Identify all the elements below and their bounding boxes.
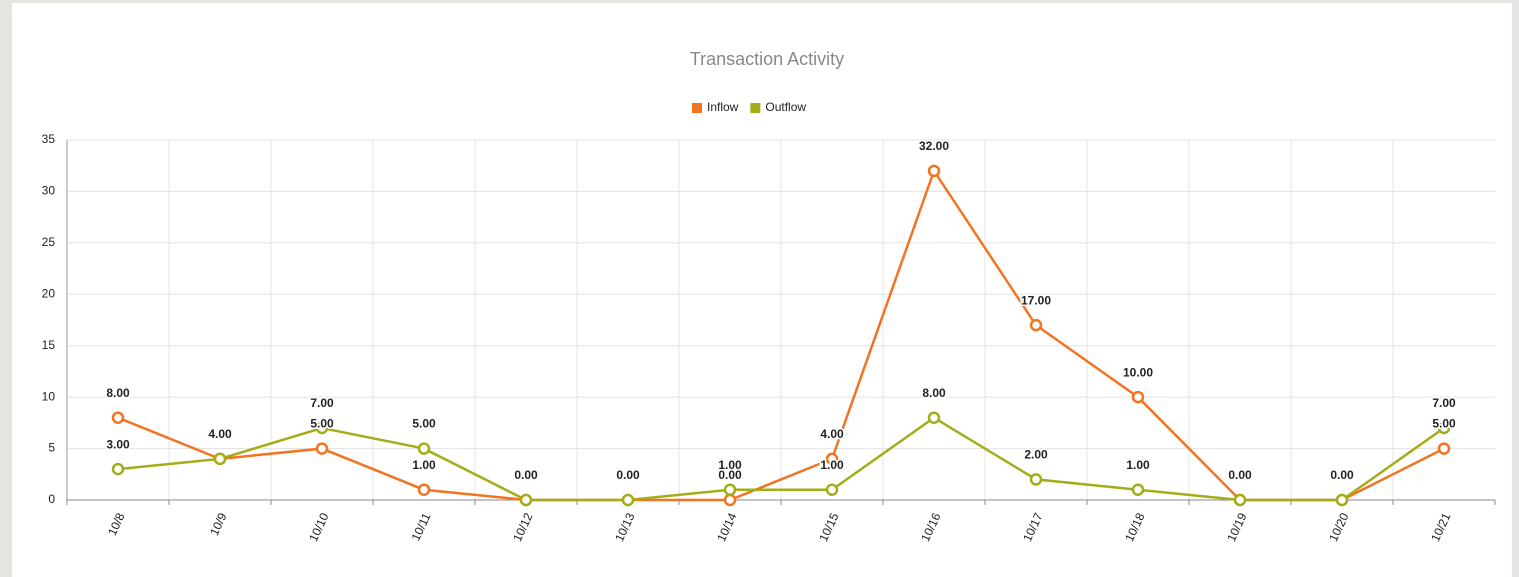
series-line xyxy=(117,416,1445,502)
y-tick-label: 30 xyxy=(42,184,56,198)
y-tick-label: 10 xyxy=(42,389,56,403)
data-point xyxy=(1437,421,1451,435)
data-label: 7.00 xyxy=(1432,396,1456,410)
legend-label: Inflow xyxy=(707,100,739,114)
data-point xyxy=(111,411,125,424)
data-label: 4.00 xyxy=(208,427,232,441)
data-point xyxy=(825,483,839,496)
data-point xyxy=(315,421,329,435)
data-point xyxy=(417,442,431,455)
legend-label: Outflow xyxy=(765,100,806,114)
y-tick-label: 5 xyxy=(48,441,55,455)
data-label: 0.00 xyxy=(616,468,640,482)
data-point xyxy=(1029,318,1043,332)
data-point xyxy=(621,493,635,507)
data-point xyxy=(1131,390,1145,404)
series-line xyxy=(117,168,1445,502)
data-label: 5.00 xyxy=(412,417,436,431)
data-label: 10.00 xyxy=(1123,365,1153,379)
data-label: 5.00 xyxy=(1432,417,1456,431)
data-label: 17.00 xyxy=(1021,293,1051,307)
data-point xyxy=(1335,493,1349,507)
data-label: 0.00 xyxy=(616,468,640,482)
data-label: 1.00 xyxy=(1126,458,1150,472)
data-label: 3.00 xyxy=(106,437,130,451)
data-point xyxy=(1131,483,1145,496)
legend-swatch xyxy=(750,103,761,113)
data-label: 4.00 xyxy=(208,427,232,441)
data-point xyxy=(1233,493,1247,507)
y-tick-label: 0 xyxy=(48,492,55,506)
data-point xyxy=(315,442,329,455)
data-point xyxy=(417,483,431,496)
data-label: 2.00 xyxy=(1024,448,1048,462)
data-label: 1.00 xyxy=(718,458,742,472)
data-label: 7.00 xyxy=(310,396,334,410)
data-label: 4.00 xyxy=(820,427,844,441)
y-tick-label: 15 xyxy=(42,338,56,352)
data-point xyxy=(1029,473,1043,486)
data-label: 0.00 xyxy=(514,468,538,482)
data-point xyxy=(723,493,737,507)
legend-swatch xyxy=(692,103,702,113)
data-label: 0.00 xyxy=(718,468,742,482)
data-label: 0.00 xyxy=(1228,468,1252,482)
data-point xyxy=(111,462,125,476)
chart-panel xyxy=(12,3,1512,577)
data-point xyxy=(213,452,227,466)
data-label: 0.00 xyxy=(1228,468,1252,482)
data-point xyxy=(723,483,737,496)
y-tick-label: 20 xyxy=(42,286,56,300)
data-point xyxy=(1437,442,1451,455)
data-label: 5.00 xyxy=(310,417,334,431)
data-point xyxy=(825,452,839,466)
chart-title: Transaction Activity xyxy=(690,49,844,69)
data-label: 0.00 xyxy=(514,468,538,482)
data-label: 1.00 xyxy=(412,458,436,472)
data-label: 0.00 xyxy=(1330,468,1354,482)
data-point xyxy=(519,493,533,507)
y-tick-label: 25 xyxy=(42,235,56,249)
data-label: 1.00 xyxy=(820,458,844,472)
data-point xyxy=(927,164,941,178)
data-point xyxy=(927,411,941,424)
data-label: 8.00 xyxy=(106,386,130,400)
y-tick-label: 35 xyxy=(42,132,56,146)
data-label: 0.00 xyxy=(1330,468,1354,482)
data-label: 32.00 xyxy=(919,139,949,153)
data-label: 8.00 xyxy=(922,386,946,400)
